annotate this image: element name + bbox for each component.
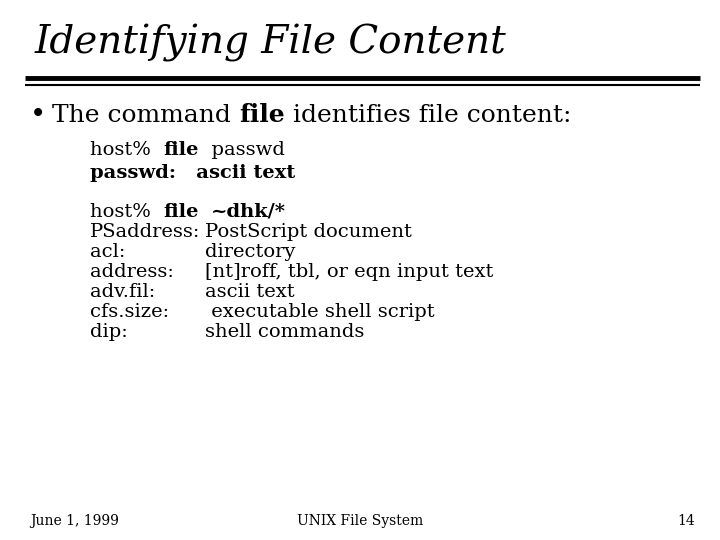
- Text: PSaddress:: PSaddress:: [90, 223, 200, 241]
- Text: Identifying File Content: Identifying File Content: [35, 24, 507, 62]
- Text: dip:: dip:: [90, 323, 127, 341]
- Text: file: file: [163, 203, 199, 221]
- Text: ascii text: ascii text: [205, 283, 294, 301]
- Text: identifies file content:: identifies file content:: [284, 104, 571, 126]
- Text: 14: 14: [678, 514, 695, 528]
- Text: UNIX File System: UNIX File System: [297, 514, 423, 528]
- Text: ~dhk/*: ~dhk/*: [211, 203, 287, 221]
- Text: [nt]roff, tbl, or eqn input text: [nt]roff, tbl, or eqn input text: [205, 263, 493, 281]
- Text: address:: address:: [90, 263, 174, 281]
- Text: June 1, 1999: June 1, 1999: [30, 514, 119, 528]
- Text: passwd: passwd: [199, 141, 284, 159]
- Text: acl:: acl:: [90, 243, 125, 261]
- Text: executable shell script: executable shell script: [205, 303, 435, 321]
- Text: PostScript document: PostScript document: [205, 223, 412, 241]
- Text: •: •: [30, 102, 46, 129]
- Text: host%: host%: [90, 203, 163, 221]
- Text: adv.fil:: adv.fil:: [90, 283, 156, 301]
- Text: shell commands: shell commands: [205, 323, 364, 341]
- Text: cfs.size:: cfs.size:: [90, 303, 169, 321]
- Text: host%: host%: [90, 141, 163, 159]
- Text: passwd:   ascii text: passwd: ascii text: [90, 164, 295, 182]
- Text: file: file: [239, 103, 284, 127]
- Text: directory: directory: [205, 243, 295, 261]
- Text: The command: The command: [52, 104, 239, 126]
- Text: file: file: [163, 141, 199, 159]
